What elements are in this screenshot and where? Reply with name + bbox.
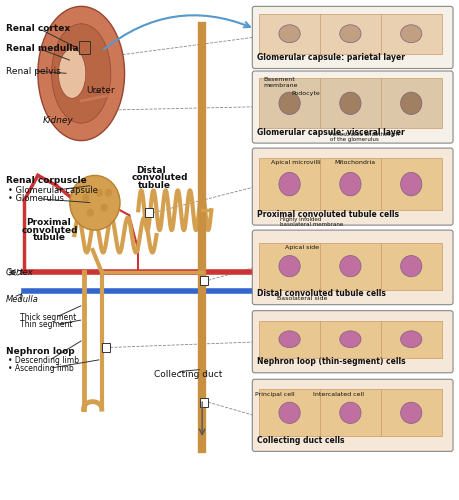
Text: Cortex: Cortex [6, 268, 34, 277]
Ellipse shape [279, 402, 300, 423]
Text: Distal convoluted tubule cells: Distal convoluted tubule cells [257, 289, 386, 298]
Ellipse shape [340, 256, 361, 277]
Circle shape [96, 189, 103, 197]
Text: Ureter: Ureter [86, 86, 114, 96]
Text: Glomerular capsule: parietal layer: Glomerular capsule: parietal layer [257, 53, 405, 62]
Text: Renal medulla: Renal medulla [6, 44, 78, 53]
FancyBboxPatch shape [259, 78, 442, 128]
Text: Glomerular capsule: visceral layer: Glomerular capsule: visceral layer [257, 128, 405, 136]
Ellipse shape [58, 48, 86, 98]
FancyBboxPatch shape [200, 276, 208, 285]
Circle shape [82, 194, 90, 202]
Text: Basement
membrane: Basement membrane [264, 78, 298, 88]
FancyBboxPatch shape [252, 71, 453, 143]
Ellipse shape [51, 24, 111, 123]
Text: • Ascending limb: • Ascending limb [8, 364, 74, 373]
Text: convoluted: convoluted [131, 174, 188, 182]
Text: Thick segment: Thick segment [20, 312, 76, 322]
Text: Renal corpuscle: Renal corpuscle [6, 176, 87, 185]
Ellipse shape [279, 172, 300, 196]
Circle shape [105, 189, 112, 197]
Text: Distal: Distal [136, 166, 166, 175]
Circle shape [70, 176, 120, 230]
Text: Nephron loop: Nephron loop [6, 348, 74, 356]
FancyBboxPatch shape [259, 242, 442, 290]
Ellipse shape [401, 331, 422, 347]
Text: • Glomerular capsule: • Glomerular capsule [8, 186, 98, 195]
Text: Medulla: Medulla [6, 295, 39, 304]
FancyBboxPatch shape [252, 230, 453, 304]
Text: Podocyte: Podocyte [291, 91, 320, 96]
Text: Fenestrated endothelium
of the glomerulus: Fenestrated endothelium of the glomerulu… [330, 132, 399, 142]
FancyBboxPatch shape [252, 310, 453, 373]
Ellipse shape [401, 25, 422, 42]
Text: Nephron loop (thin-segment) cells: Nephron loop (thin-segment) cells [257, 358, 405, 366]
Ellipse shape [38, 6, 124, 140]
Ellipse shape [279, 92, 300, 114]
Text: tubule: tubule [34, 233, 66, 242]
Ellipse shape [401, 256, 422, 277]
FancyBboxPatch shape [252, 6, 453, 68]
Text: convoluted: convoluted [22, 226, 78, 234]
Ellipse shape [279, 25, 300, 42]
Text: tubule: tubule [138, 181, 171, 190]
Text: Collecting duct cells: Collecting duct cells [257, 436, 344, 445]
Text: Proximal: Proximal [27, 218, 71, 227]
Text: • Descending limb: • Descending limb [8, 356, 79, 365]
Text: Highly infolded
basolateral membrane: Highly infolded basolateral membrane [280, 216, 343, 228]
FancyBboxPatch shape [102, 343, 110, 352]
Ellipse shape [340, 402, 361, 423]
Circle shape [101, 204, 108, 212]
FancyBboxPatch shape [252, 380, 453, 452]
Circle shape [87, 208, 94, 216]
FancyBboxPatch shape [252, 148, 453, 225]
Text: Renal pelvis: Renal pelvis [6, 66, 61, 76]
Text: Collecting duct: Collecting duct [154, 370, 223, 379]
Text: Intercalated cell: Intercalated cell [313, 392, 364, 396]
FancyBboxPatch shape [259, 389, 442, 436]
FancyBboxPatch shape [259, 14, 442, 54]
Text: Thin segment: Thin segment [20, 320, 72, 329]
Ellipse shape [401, 402, 422, 423]
Ellipse shape [340, 92, 361, 114]
Text: Kidney: Kidney [42, 116, 73, 125]
Ellipse shape [340, 331, 361, 347]
Ellipse shape [279, 331, 300, 347]
Text: Proximal convoluted tubule cells: Proximal convoluted tubule cells [257, 210, 399, 218]
Ellipse shape [401, 172, 422, 196]
Text: Renal cortex: Renal cortex [6, 24, 70, 33]
Text: Principal cell: Principal cell [255, 392, 295, 396]
Ellipse shape [279, 256, 300, 277]
FancyBboxPatch shape [145, 208, 153, 217]
Text: • Glomerulus: • Glomerulus [8, 194, 64, 203]
FancyBboxPatch shape [200, 398, 208, 406]
FancyBboxPatch shape [259, 158, 442, 210]
Text: Apical microvilli: Apical microvilli [270, 160, 320, 166]
Text: Apical side: Apical side [285, 245, 319, 250]
Ellipse shape [340, 25, 361, 42]
Ellipse shape [401, 92, 422, 114]
Text: Mitochondria: Mitochondria [335, 160, 375, 166]
FancyBboxPatch shape [259, 320, 442, 358]
Ellipse shape [340, 172, 361, 196]
Text: Basolateral side: Basolateral side [277, 296, 328, 301]
